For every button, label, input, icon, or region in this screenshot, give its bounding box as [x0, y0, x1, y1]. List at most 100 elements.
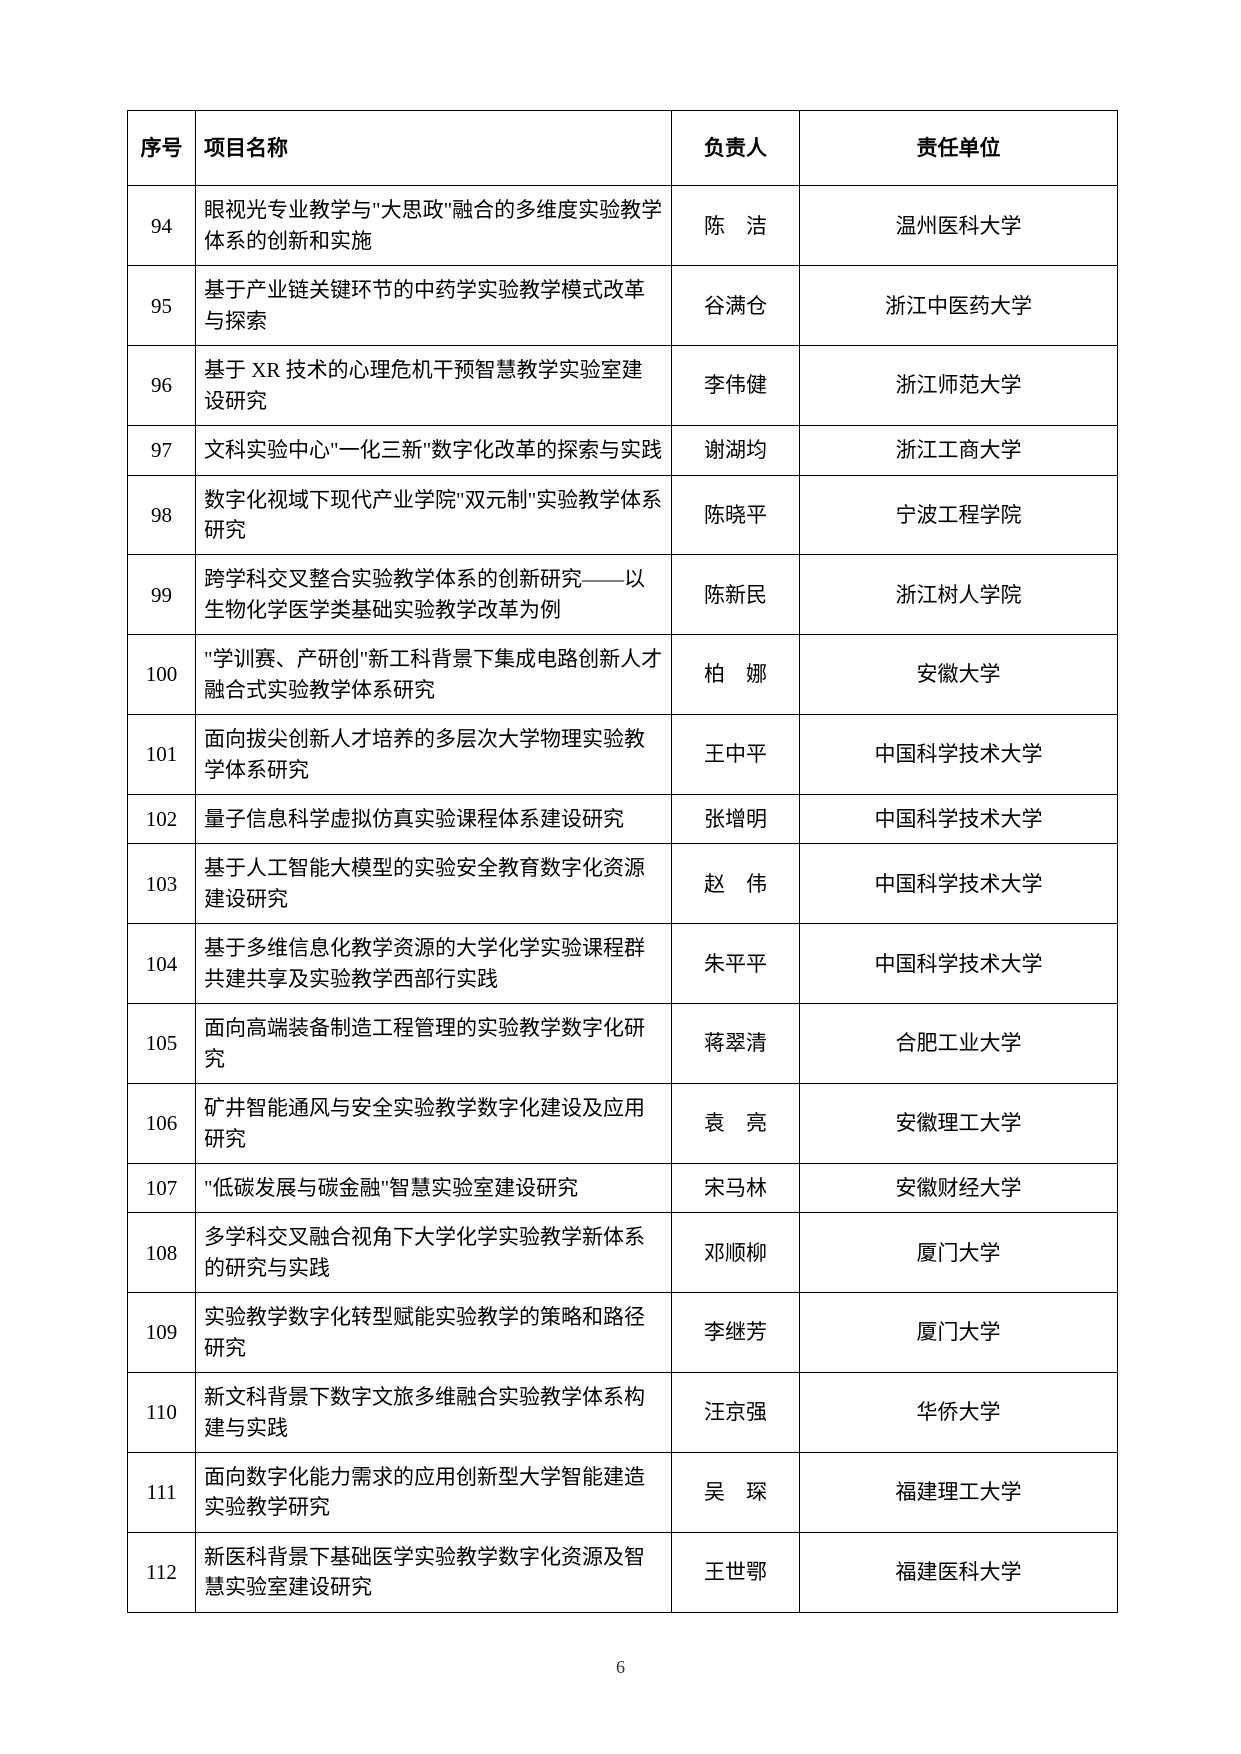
cell-unit: 中国科学技术大学 — [800, 715, 1118, 795]
cell-unit: 宁波工程学院 — [800, 475, 1118, 555]
cell-num: 94 — [128, 186, 196, 266]
cell-unit: 浙江树人学院 — [800, 555, 1118, 635]
cell-unit: 安徽财经大学 — [800, 1163, 1118, 1212]
cell-unit: 合肥工业大学 — [800, 1004, 1118, 1084]
cell-name: 眼视光专业教学与"大思政"融合的多维度实验教学体系的创新和实施 — [196, 186, 672, 266]
table-row: 109实验教学数字化转型赋能实验教学的策略和路径研究李继芳厦门大学 — [128, 1293, 1118, 1373]
cell-unit: 中国科学技术大学 — [800, 795, 1118, 844]
cell-name: 实验教学数字化转型赋能实验教学的策略和路径研究 — [196, 1293, 672, 1373]
cell-person: 李伟健 — [672, 346, 800, 426]
cell-name: 基于产业链关键环节的中药学实验教学模式改革与探索 — [196, 266, 672, 346]
table-body: 94眼视光专业教学与"大思政"融合的多维度实验教学体系的创新和实施陈 洁温州医科… — [128, 186, 1118, 1612]
cell-person: 赵 伟 — [672, 844, 800, 924]
table-row: 95基于产业链关键环节的中药学实验教学模式改革与探索谷满仓浙江中医药大学 — [128, 266, 1118, 346]
cell-num: 109 — [128, 1293, 196, 1373]
cell-name: 面向数字化能力需求的应用创新型大学智能建造实验教学研究 — [196, 1453, 672, 1533]
cell-person: 朱平平 — [672, 924, 800, 1004]
cell-unit: 浙江工商大学 — [800, 426, 1118, 475]
cell-unit: 华侨大学 — [800, 1373, 1118, 1453]
cell-person: 陈晓平 — [672, 475, 800, 555]
cell-unit: 浙江中医药大学 — [800, 266, 1118, 346]
cell-person: 张增明 — [672, 795, 800, 844]
cell-person: 蒋翠清 — [672, 1004, 800, 1084]
table-row: 101面向拔尖创新人才培养的多层次大学物理实验教学体系研究王中平中国科学技术大学 — [128, 715, 1118, 795]
col-header-num: 序号 — [128, 111, 196, 186]
cell-unit: 温州医科大学 — [800, 186, 1118, 266]
cell-num: 108 — [128, 1213, 196, 1293]
table-row: 102量子信息科学虚拟仿真实验课程体系建设研究张增明中国科学技术大学 — [128, 795, 1118, 844]
cell-num: 102 — [128, 795, 196, 844]
cell-name: 文科实验中心"一化三新"数字化改革的探索与实践 — [196, 426, 672, 475]
cell-person: 宋马林 — [672, 1163, 800, 1212]
cell-name: 多学科交叉融合视角下大学化学实验教学新体系的研究与实践 — [196, 1213, 672, 1293]
cell-person: 袁 亮 — [672, 1084, 800, 1164]
cell-num: 110 — [128, 1373, 196, 1453]
table-row: 96基于 XR 技术的心理危机干预智慧教学实验室建设研究李伟健浙江师范大学 — [128, 346, 1118, 426]
cell-person: 吴 琛 — [672, 1453, 800, 1533]
table-row: 111面向数字化能力需求的应用创新型大学智能建造实验教学研究吴 琛福建理工大学 — [128, 1453, 1118, 1533]
table-row: 104基于多维信息化教学资源的大学化学实验课程群共建共享及实验教学西部行实践朱平… — [128, 924, 1118, 1004]
cell-name: 数字化视域下现代产业学院"双元制"实验教学体系研究 — [196, 475, 672, 555]
cell-unit: 安徽大学 — [800, 635, 1118, 715]
cell-person: 王世鄂 — [672, 1532, 800, 1612]
cell-unit: 浙江师范大学 — [800, 346, 1118, 426]
cell-num: 105 — [128, 1004, 196, 1084]
cell-name: 跨学科交叉整合实验教学体系的创新研究——以生物化学医学类基础实验教学改革为例 — [196, 555, 672, 635]
table-row: 103基于人工智能大模型的实验安全教育数字化资源建设研究赵 伟中国科学技术大学 — [128, 844, 1118, 924]
cell-num: 111 — [128, 1453, 196, 1533]
cell-person: 王中平 — [672, 715, 800, 795]
page-number: 6 — [0, 1657, 1241, 1678]
table-row: 112新医科背景下基础医学实验教学数字化资源及智慧实验室建设研究王世鄂福建医科大… — [128, 1532, 1118, 1612]
cell-num: 106 — [128, 1084, 196, 1164]
table-row: 105面向高端装备制造工程管理的实验教学数字化研究蒋翠清合肥工业大学 — [128, 1004, 1118, 1084]
cell-person: 柏 娜 — [672, 635, 800, 715]
cell-name: 基于人工智能大模型的实验安全教育数字化资源建设研究 — [196, 844, 672, 924]
cell-name: 新医科背景下基础医学实验教学数字化资源及智慧实验室建设研究 — [196, 1532, 672, 1612]
cell-unit: 中国科学技术大学 — [800, 924, 1118, 1004]
col-header-person: 负责人 — [672, 111, 800, 186]
projects-table: 序号 项目名称 负责人 责任单位 94眼视光专业教学与"大思政"融合的多维度实验… — [127, 110, 1118, 1613]
cell-num: 100 — [128, 635, 196, 715]
cell-unit: 厦门大学 — [800, 1293, 1118, 1373]
cell-name: 面向拔尖创新人才培养的多层次大学物理实验教学体系研究 — [196, 715, 672, 795]
table-row: 97文科实验中心"一化三新"数字化改革的探索与实践谢湖均浙江工商大学 — [128, 426, 1118, 475]
col-header-name: 项目名称 — [196, 111, 672, 186]
cell-name: "学训赛、产研创"新工科背景下集成电路创新人才融合式实验教学体系研究 — [196, 635, 672, 715]
cell-name: "低碳发展与碳金融"智慧实验室建设研究 — [196, 1163, 672, 1212]
cell-num: 98 — [128, 475, 196, 555]
cell-num: 99 — [128, 555, 196, 635]
cell-person: 邓顺柳 — [672, 1213, 800, 1293]
cell-num: 97 — [128, 426, 196, 475]
cell-num: 101 — [128, 715, 196, 795]
cell-person: 陈新民 — [672, 555, 800, 635]
table-header-row: 序号 项目名称 负责人 责任单位 — [128, 111, 1118, 186]
table-row: 99跨学科交叉整合实验教学体系的创新研究——以生物化学医学类基础实验教学改革为例… — [128, 555, 1118, 635]
cell-name: 面向高端装备制造工程管理的实验教学数字化研究 — [196, 1004, 672, 1084]
cell-num: 95 — [128, 266, 196, 346]
cell-name: 新文科背景下数字文旅多维融合实验教学体系构建与实践 — [196, 1373, 672, 1453]
cell-person: 李继芳 — [672, 1293, 800, 1373]
table-row: 107"低碳发展与碳金融"智慧实验室建设研究宋马林安徽财经大学 — [128, 1163, 1118, 1212]
table-row: 106矿井智能通风与安全实验教学数字化建设及应用研究袁 亮安徽理工大学 — [128, 1084, 1118, 1164]
cell-num: 107 — [128, 1163, 196, 1212]
cell-name: 量子信息科学虚拟仿真实验课程体系建设研究 — [196, 795, 672, 844]
cell-num: 103 — [128, 844, 196, 924]
table-row: 98数字化视域下现代产业学院"双元制"实验教学体系研究陈晓平宁波工程学院 — [128, 475, 1118, 555]
cell-num: 104 — [128, 924, 196, 1004]
table-row: 100"学训赛、产研创"新工科背景下集成电路创新人才融合式实验教学体系研究柏 娜… — [128, 635, 1118, 715]
table-row: 110新文科背景下数字文旅多维融合实验教学体系构建与实践汪京强华侨大学 — [128, 1373, 1118, 1453]
cell-person: 谷满仓 — [672, 266, 800, 346]
cell-num: 112 — [128, 1532, 196, 1612]
cell-name: 基于多维信息化教学资源的大学化学实验课程群共建共享及实验教学西部行实践 — [196, 924, 672, 1004]
cell-unit: 中国科学技术大学 — [800, 844, 1118, 924]
cell-person: 陈 洁 — [672, 186, 800, 266]
cell-unit: 福建理工大学 — [800, 1453, 1118, 1533]
cell-num: 96 — [128, 346, 196, 426]
col-header-unit: 责任单位 — [800, 111, 1118, 186]
cell-unit: 厦门大学 — [800, 1213, 1118, 1293]
cell-person: 谢湖均 — [672, 426, 800, 475]
cell-name: 基于 XR 技术的心理危机干预智慧教学实验室建设研究 — [196, 346, 672, 426]
table-row: 108多学科交叉融合视角下大学化学实验教学新体系的研究与实践邓顺柳厦门大学 — [128, 1213, 1118, 1293]
cell-name: 矿井智能通风与安全实验教学数字化建设及应用研究 — [196, 1084, 672, 1164]
cell-person: 汪京强 — [672, 1373, 800, 1453]
